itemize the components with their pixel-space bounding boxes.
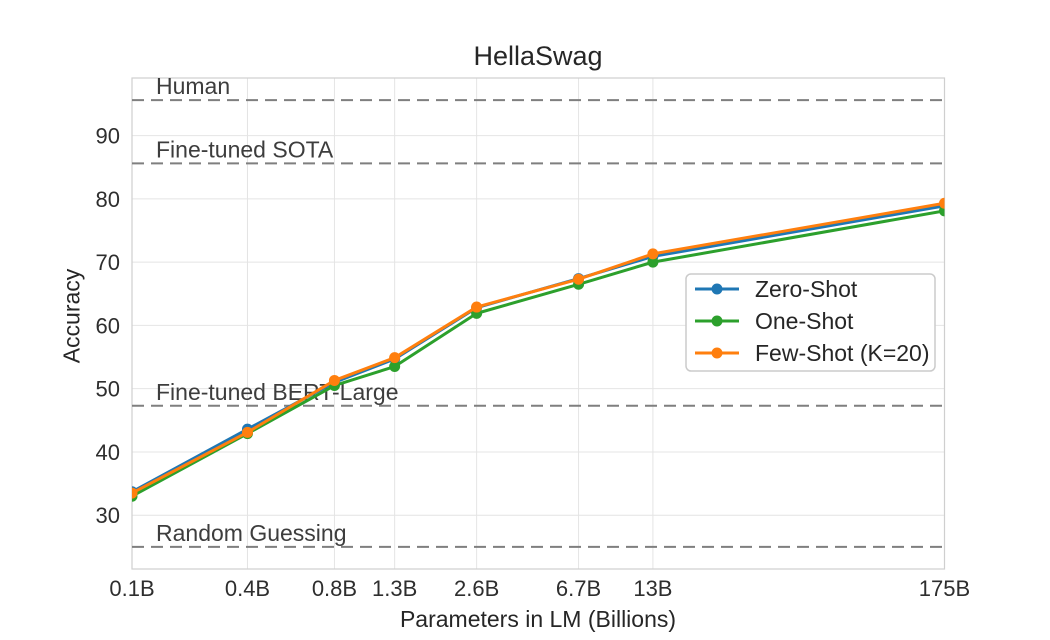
data-point-few-shot-k-20-2-6b [471, 301, 483, 313]
data-point-few-shot-k-20-175b [939, 197, 945, 209]
x-tick-label-1-3b: 1.3B [372, 576, 417, 601]
reference-line-label-fine-tuned-bert-large: Fine-tuned BERT-Large [156, 379, 399, 405]
chart-title: HellaSwag [473, 41, 603, 71]
x-tick-label-13b: 13B [633, 576, 672, 601]
series-line-few-shot-k-20 [132, 201, 945, 495]
legend-marker-few-shot-k-20 [711, 347, 723, 359]
data-point-few-shot-k-20-6-7b [573, 273, 585, 285]
x-tick-label-0-4b: 0.4B [225, 576, 270, 601]
plot-border [131, 77, 946, 570]
legend-label-few-shot-k-20: Few-Shot (K=20) [755, 340, 930, 366]
x-axis-title: Parameters in LM (Billions) [399, 606, 677, 632]
y-tick-label-50: 50 [96, 377, 120, 402]
legend-marker-zero-shot [711, 283, 723, 295]
y-tick-label-30: 30 [96, 503, 120, 528]
x-tick-label-6-7b: 6.7B [556, 576, 601, 601]
y-axis-title: Accuracy [58, 268, 85, 364]
series-line-one-shot [132, 209, 945, 498]
y-tick-label-70: 70 [96, 250, 120, 275]
legend-marker-one-shot [711, 315, 723, 327]
data-point-one-shot-13b [647, 256, 659, 268]
series-group [132, 197, 945, 502]
x-tick-label-0-1b: 0.1B [109, 576, 154, 601]
data-point-few-shot-k-20-0-8b [328, 374, 340, 386]
y-tick-label-90: 90 [96, 124, 120, 149]
data-point-few-shot-k-20-13b [647, 248, 659, 260]
reference-line-label-random-guessing: Random Guessing [156, 520, 347, 546]
y-tick-label-80: 80 [96, 187, 120, 212]
legend-box [685, 273, 936, 372]
data-point-one-shot-1-3b [389, 361, 401, 373]
legend-label-zero-shot: Zero-Shot [755, 276, 858, 302]
legend-label-one-shot: One-Shot [755, 308, 854, 334]
data-point-few-shot-k-20-0-1b [132, 487, 138, 499]
y-tick-label-40: 40 [96, 440, 120, 465]
data-point-few-shot-k-20-1-3b [389, 352, 401, 364]
reference-line-label-human: Human [156, 73, 230, 99]
x-tick-label-0-8b: 0.8B [312, 576, 357, 601]
x-tick-label-175b: 175B [919, 576, 970, 601]
x-tick-label-2-6b: 2.6B [454, 576, 499, 601]
reference-line-label-fine-tuned-sota: Fine-tuned SOTA [156, 136, 334, 162]
y-tick-label-60: 60 [96, 313, 120, 338]
data-point-few-shot-k-20-0-4b [241, 426, 253, 438]
